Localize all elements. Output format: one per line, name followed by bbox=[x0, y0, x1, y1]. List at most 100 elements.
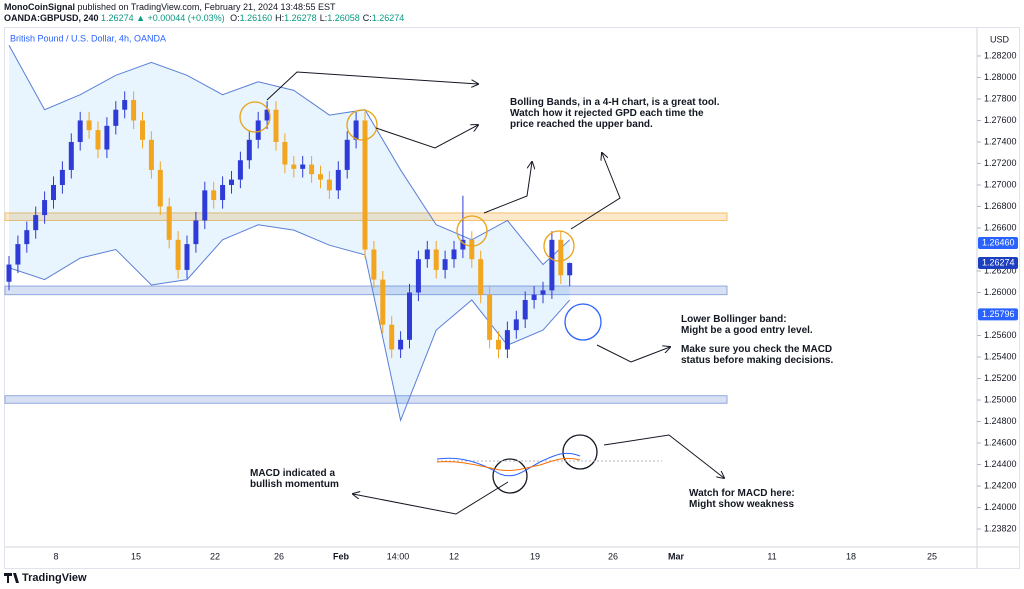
candle-body bbox=[166, 206, 172, 240]
candle-body bbox=[193, 220, 199, 245]
candle-body bbox=[371, 249, 377, 280]
x-tick-label: 26 bbox=[608, 551, 618, 561]
y-tick-label: 1.24000 bbox=[984, 502, 1017, 512]
candle-body bbox=[95, 130, 101, 150]
y-tick-label: 1.26600 bbox=[984, 222, 1017, 232]
y-tick-label: 1.26000 bbox=[984, 287, 1017, 297]
candle-body bbox=[567, 263, 573, 276]
zone bbox=[4, 285, 728, 296]
price-label-box bbox=[978, 257, 1018, 270]
note: MACD indicated a bullish momentum bbox=[250, 468, 339, 490]
y-tick-label: 1.26200 bbox=[984, 265, 1017, 275]
note-line: status before making decisions. bbox=[681, 355, 834, 366]
candle-body bbox=[131, 100, 137, 121]
y-tick-label: 1.25400 bbox=[984, 351, 1017, 361]
note-line: MACD indicated a bbox=[250, 468, 336, 479]
candle-body bbox=[318, 174, 323, 180]
y-tick-label: 1.24200 bbox=[984, 480, 1017, 490]
candle-body bbox=[51, 184, 56, 201]
candle-body bbox=[380, 279, 386, 325]
circle bbox=[456, 215, 488, 247]
ohlc-label: O: bbox=[230, 13, 240, 23]
candle-body bbox=[202, 190, 208, 221]
price-label: 1.26460 bbox=[982, 237, 1015, 247]
candle-body bbox=[15, 244, 21, 265]
arrow bbox=[603, 434, 724, 478]
note: Bolling Bands, in a 4-H chart, is a grea… bbox=[510, 97, 719, 130]
note-line: Might be a good entry level. bbox=[681, 325, 813, 336]
candle-body bbox=[300, 164, 306, 169]
x-tick-label: 15 bbox=[131, 551, 141, 561]
y-tick-label: 1.25000 bbox=[984, 394, 1017, 404]
x-tick-label: 25 bbox=[927, 551, 937, 561]
arrow bbox=[570, 153, 621, 230]
ohlc-value: 1.26278 bbox=[284, 13, 317, 23]
arrow bbox=[596, 344, 670, 363]
y-tick-label: 1.25600 bbox=[984, 330, 1017, 340]
candle-body bbox=[460, 239, 466, 250]
candle-body bbox=[264, 109, 270, 121]
candle-body bbox=[496, 339, 501, 350]
candle-body bbox=[140, 120, 145, 140]
change: ▲ +0.00044 (+0.03%) bbox=[136, 13, 225, 23]
candle-body bbox=[220, 184, 226, 201]
circle bbox=[543, 230, 575, 262]
candle-body bbox=[122, 100, 128, 110]
price-label: 1.26274 bbox=[982, 257, 1015, 267]
x-tick-label: 26 bbox=[274, 551, 284, 561]
circle bbox=[346, 109, 378, 141]
candle-body bbox=[104, 125, 110, 150]
macd-line bbox=[436, 452, 581, 477]
y-tick-label: 1.28200 bbox=[984, 50, 1017, 60]
ohlc-value: 1.26160 bbox=[239, 13, 273, 23]
y-tick-label: 1.24800 bbox=[984, 416, 1017, 426]
x-tick-label: 22 bbox=[210, 551, 220, 561]
annotation-shapes bbox=[239, 101, 602, 494]
symbol: OANDA:GBPUSD, 240 bbox=[4, 13, 99, 23]
y-tick-label: 1.27000 bbox=[984, 179, 1017, 189]
y-tick-label: 1.24600 bbox=[984, 437, 1017, 447]
candle-body bbox=[175, 239, 181, 270]
candle-body bbox=[504, 330, 510, 350]
currency: USD bbox=[990, 34, 1010, 44]
plot bbox=[4, 44, 728, 423]
candle-body bbox=[513, 319, 519, 331]
price-label-box bbox=[978, 308, 1018, 321]
band-upper bbox=[8, 44, 571, 266]
candle-body bbox=[540, 290, 546, 295]
arrow bbox=[375, 125, 478, 149]
candle-body bbox=[246, 139, 252, 161]
candle-body bbox=[77, 120, 83, 142]
note-line: price reached the upper band. bbox=[510, 119, 653, 130]
candle-body bbox=[273, 109, 279, 142]
y-tick-label: 1.24400 bbox=[984, 459, 1017, 469]
y-tick-label: 1.26800 bbox=[984, 201, 1017, 211]
y-tick-label: 1.27400 bbox=[984, 136, 1017, 146]
signal-line bbox=[436, 457, 581, 471]
candle-body bbox=[68, 141, 74, 170]
band-lower bbox=[8, 224, 571, 423]
candle-body bbox=[478, 259, 484, 295]
candle-body bbox=[184, 244, 190, 270]
x-tick-label: 12 bbox=[449, 551, 459, 561]
candle-body bbox=[407, 292, 412, 340]
candle-body bbox=[531, 294, 537, 301]
candle-body bbox=[433, 249, 439, 270]
note-line: Lower Bollinger band: bbox=[681, 314, 787, 325]
price-label: 1.25796 bbox=[982, 309, 1015, 319]
candle-body bbox=[326, 179, 332, 191]
circle bbox=[492, 458, 528, 494]
candle-body bbox=[42, 200, 48, 216]
note: Watch for MACD here: Might show weakness bbox=[689, 488, 795, 510]
candle-body bbox=[86, 120, 92, 131]
candle-body bbox=[291, 164, 297, 169]
zone bbox=[4, 395, 728, 404]
price: 1.26274 bbox=[101, 13, 134, 23]
candle-body bbox=[335, 169, 341, 191]
candle-body bbox=[237, 160, 243, 180]
symbol-line: OANDA:GBPUSD, 240 1.26274 ▲ +0.00044 (+0… bbox=[4, 13, 404, 23]
candle-body bbox=[59, 169, 65, 185]
published: published on TradingView.com, February 2… bbox=[77, 2, 336, 12]
y-tick-label: 1.27600 bbox=[984, 115, 1017, 125]
frame bbox=[4, 27, 1020, 569]
